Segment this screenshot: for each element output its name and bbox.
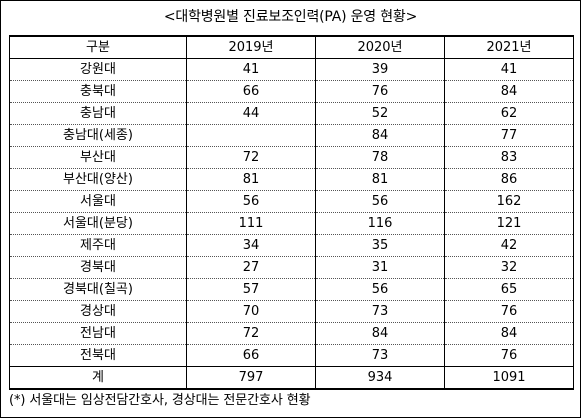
total-label: 계	[9, 366, 187, 390]
hospital-name-cell: 제주대	[9, 234, 187, 257]
table-row: 경상대 70 73 76	[9, 300, 574, 323]
value-2021-cell: 84	[444, 322, 574, 345]
value-2021-cell: 83	[444, 146, 574, 169]
value-2019-cell: 56	[186, 190, 316, 213]
value-2021-cell: 76	[444, 344, 574, 367]
table-row: 전북대 66 73 76	[9, 344, 574, 367]
hospital-name-cell: 경상대	[9, 300, 187, 323]
value-2021-cell: 32	[444, 256, 574, 279]
value-2021-cell: 162	[444, 190, 574, 213]
hospital-name-cell: 충남대(세종)	[9, 124, 187, 147]
value-2019-cell: 72	[186, 322, 316, 345]
value-2020-cell: 84	[315, 124, 445, 147]
value-2021-cell: 77	[444, 124, 574, 147]
value-2020-cell: 52	[315, 102, 445, 125]
value-2019-cell: 34	[186, 234, 316, 257]
hospital-name-cell: 경북대	[9, 256, 187, 279]
table-row: 부산대(양산) 81 81 86	[9, 168, 574, 191]
table-row: 충북대 66 76 84	[9, 80, 574, 103]
hospital-name-cell: 부산대(양산)	[9, 168, 187, 191]
value-2021-cell: 41	[444, 58, 574, 81]
table-row: 경북대 27 31 32	[9, 256, 574, 279]
table-total-row: 계 797 934 1091	[9, 366, 574, 390]
hospital-name-cell: 충남대	[9, 102, 187, 125]
table-row: 충남대 44 52 62	[9, 102, 574, 125]
value-2021-cell: 121	[444, 212, 574, 235]
value-2019-cell: 57	[186, 278, 316, 301]
value-2021-cell: 86	[444, 168, 574, 191]
value-2020-cell: 56	[315, 190, 445, 213]
hospital-name-cell: 전남대	[9, 322, 187, 345]
table-row: 서울대 56 56 162	[9, 190, 574, 213]
value-2019-cell: 72	[186, 146, 316, 169]
table-row: 충남대(세종) 84 77	[9, 124, 574, 147]
value-2020-cell: 73	[315, 300, 445, 323]
table-row: 서울대(분당) 111 116 121	[9, 212, 574, 235]
table-row: 경북대(칠곡) 57 56 65	[9, 278, 574, 301]
hospital-name-cell: 충북대	[9, 80, 187, 103]
header-2021: 2021년	[444, 35, 574, 59]
value-2019-cell	[186, 124, 316, 147]
value-2019-cell: 41	[186, 58, 316, 81]
header-2020: 2020년	[315, 35, 445, 59]
value-2019-cell: 70	[186, 300, 316, 323]
table-title: <대학병원별 진료보조인력(PA) 운영 현황>	[163, 9, 418, 25]
table-row: 부산대 72 78 83	[9, 146, 574, 169]
hospital-name-cell: 경북대(칠곡)	[9, 278, 187, 301]
table-body: 강원대 41 39 41 충북대 66 76 84 충남대 44 52 62 충남대(세종) 84 77 부산…	[9, 58, 574, 367]
value-2021-cell: 76	[444, 300, 574, 323]
value-2020-cell: 31	[315, 256, 445, 279]
value-2021-cell: 62	[444, 102, 574, 125]
value-2019-cell: 66	[186, 344, 316, 367]
total-2020: 934	[315, 366, 445, 390]
table-row: 제주대 34 35 42	[9, 234, 574, 257]
value-2020-cell: 56	[315, 278, 445, 301]
value-2020-cell: 78	[315, 146, 445, 169]
footnote: (*) 서울대는 임상전담간호사, 경상대는 전문간호사 현황	[9, 393, 311, 408]
value-2021-cell: 42	[444, 234, 574, 257]
total-2021: 1091	[444, 366, 574, 390]
hospital-name-cell: 전북대	[9, 344, 187, 367]
hospital-name-cell: 강원대	[9, 58, 187, 81]
table-header-row: 구분 2019년 2020년 2021년	[9, 35, 574, 59]
value-2019-cell: 66	[186, 80, 316, 103]
value-2020-cell: 73	[315, 344, 445, 367]
value-2019-cell: 81	[186, 168, 316, 191]
value-2020-cell: 84	[315, 322, 445, 345]
value-2020-cell: 81	[315, 168, 445, 191]
hospital-name-cell: 서울대(분당)	[9, 212, 187, 235]
table-row: 강원대 41 39 41	[9, 58, 574, 81]
pa-staff-table: 구분 2019년 2020년 2021년 강원대 41 39 41 충북대 66 76 84 충…	[9, 35, 574, 390]
header-category: 구분	[9, 35, 187, 59]
value-2019-cell: 111	[186, 212, 316, 235]
value-2020-cell: 35	[315, 234, 445, 257]
value-2021-cell: 84	[444, 80, 574, 103]
table-row: 전남대 72 84 84	[9, 322, 574, 345]
value-2021-cell: 65	[444, 278, 574, 301]
value-2019-cell: 44	[186, 102, 316, 125]
hospital-name-cell: 서울대	[9, 190, 187, 213]
total-2019: 797	[186, 366, 316, 390]
hospital-name-cell: 부산대	[9, 146, 187, 169]
header-2019: 2019년	[186, 35, 316, 59]
value-2020-cell: 76	[315, 80, 445, 103]
value-2020-cell: 116	[315, 212, 445, 235]
value-2019-cell: 27	[186, 256, 316, 279]
value-2020-cell: 39	[315, 58, 445, 81]
